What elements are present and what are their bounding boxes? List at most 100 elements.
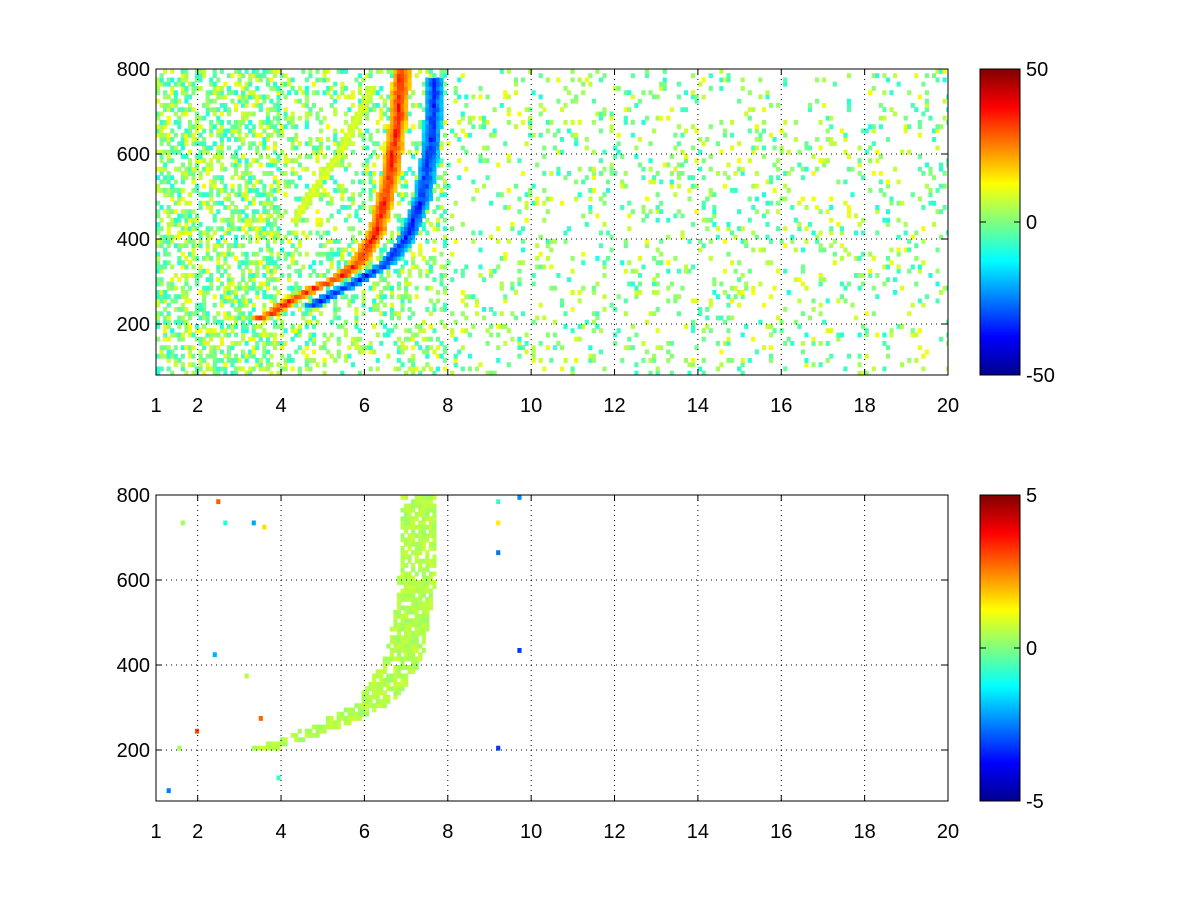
- heatmap-cell: [609, 128, 614, 134]
- heatmap-cell: [496, 332, 501, 338]
- heatmap-cell: [418, 328, 423, 334]
- heatmap-cell: [322, 345, 327, 351]
- heatmap-cell: [439, 107, 444, 113]
- heatmap-cell: [276, 154, 281, 159]
- heatmap-cell: [641, 341, 646, 346]
- heatmap-cell: [357, 345, 363, 351]
- heatmap-cell: [726, 73, 731, 79]
- heatmap-cell: [269, 230, 274, 236]
- heatmap-cell: [368, 196, 373, 202]
- heatmap-cell: [765, 222, 770, 227]
- heatmap-cell: [896, 251, 901, 257]
- heatmap-cell: [219, 86, 224, 91]
- heatmap-cell: [513, 183, 518, 189]
- heatmap-cell: [290, 230, 295, 236]
- heatmap-cell: [361, 690, 366, 696]
- heatmap-cell: [191, 226, 196, 232]
- heatmap-cell: [329, 94, 334, 100]
- heatmap-cell: [375, 90, 380, 96]
- heatmap-cell: [287, 277, 292, 283]
- heatmap-cell: [751, 230, 756, 236]
- heatmap-cell: [276, 290, 281, 295]
- heatmap-cell: [421, 639, 426, 645]
- heatmap-cell: [396, 111, 402, 117]
- heatmap-cell: [304, 154, 309, 159]
- heatmap-cell: [393, 154, 398, 159]
- heatmap-cell: [726, 302, 731, 308]
- heatmap-cell: [797, 162, 802, 168]
- heatmap-cell: [375, 690, 380, 696]
- heatmap-cell: [375, 192, 380, 198]
- heatmap-cell: [499, 281, 504, 287]
- heatmap-cell: [839, 243, 844, 249]
- heatmap-cell: [400, 230, 405, 236]
- colorbar-tick-label: -5: [1026, 791, 1044, 813]
- heatmap-cell: [251, 175, 256, 181]
- heatmap-cell: [407, 631, 412, 636]
- heatmap-cell: [588, 166, 593, 172]
- heatmap-cell: [255, 230, 260, 236]
- heatmap-cell: [365, 145, 370, 151]
- heatmap-cell: [209, 366, 214, 372]
- heatmap-cell: [418, 529, 423, 534]
- heatmap-cell: [804, 362, 809, 368]
- heatmap-cell: [400, 222, 405, 227]
- heatmap-cell: [421, 120, 426, 125]
- heatmap-cell: [166, 251, 171, 257]
- heatmap-cell: [637, 137, 643, 142]
- heatmap-cell: [311, 268, 317, 274]
- heatmap-cell: [928, 192, 933, 198]
- heatmap-cell: [435, 98, 441, 104]
- heatmap-cell: [669, 341, 674, 346]
- heatmap-cell: [365, 699, 370, 704]
- heatmap-cell: [191, 209, 196, 215]
- heatmap-cell: [655, 345, 660, 351]
- heatmap-cell: [414, 609, 419, 615]
- heatmap-cell: [156, 188, 161, 193]
- heatmap-cell: [783, 243, 788, 249]
- heatmap-cell: [230, 302, 235, 308]
- heatmap-cell: [513, 81, 518, 87]
- heatmap-cell: [676, 311, 681, 317]
- heatmap-cell: [347, 281, 352, 287]
- heatmap-cell: [946, 162, 948, 168]
- heatmap-cell: [389, 260, 394, 266]
- heatmap-cell: [846, 103, 852, 108]
- heatmap-cell: [308, 196, 313, 202]
- heatmap-cell: [209, 98, 214, 104]
- heatmap-cell: [156, 166, 161, 172]
- heatmap-cell: [194, 128, 200, 134]
- heatmap-cell: [400, 196, 405, 202]
- heatmap-cell: [287, 294, 292, 300]
- heatmap-cell: [400, 554, 405, 560]
- heatmap-cell: [450, 213, 455, 219]
- heatmap-cell: [219, 273, 224, 278]
- heatmap-cell: [630, 209, 635, 215]
- heatmap-cell: [304, 311, 309, 317]
- heatmap-cell: [843, 179, 848, 185]
- heatmap-cell: [280, 341, 285, 346]
- heatmap-cell: [758, 247, 763, 253]
- heatmap-cell: [382, 145, 387, 151]
- heatmap-cell: [623, 90, 628, 96]
- heatmap-cell: [421, 533, 426, 539]
- heatmap-cell: [365, 703, 370, 709]
- heatmap-cell: [386, 256, 391, 261]
- heatmap-cell: [662, 77, 667, 83]
- heatmap-cell: [386, 273, 391, 278]
- heatmap-cell: [428, 588, 433, 594]
- heatmap-cell: [386, 171, 391, 176]
- heatmap-cell: [726, 175, 731, 181]
- heatmap-cell: [517, 209, 522, 215]
- heatmap-cell: [386, 137, 391, 142]
- heatmap-cell: [350, 103, 356, 108]
- heatmap-cell: [389, 107, 394, 113]
- heatmap-cell: [400, 614, 405, 619]
- heatmap-cell: [265, 209, 270, 215]
- heatmap-cell: [425, 601, 430, 607]
- heatmap-cell: [272, 345, 278, 351]
- heatmap-cell: [280, 81, 285, 87]
- heatmap-cell: [216, 311, 221, 317]
- heatmap-cell: [574, 336, 579, 342]
- heatmap-cell: [322, 370, 327, 375]
